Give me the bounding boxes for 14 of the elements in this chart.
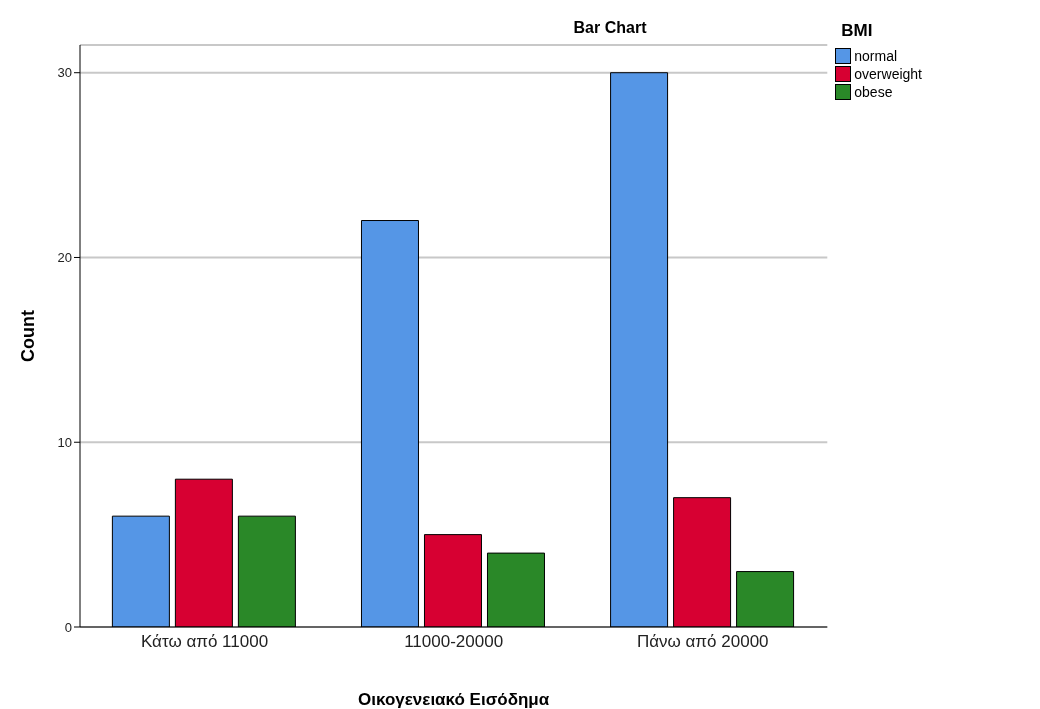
x-axis-title: Οικογενειακό Εισόδημα [358,690,550,709]
legend-label: overweight [854,66,922,82]
legend-title: BMI [841,21,874,41]
chart-title: Bar Chart [573,19,648,36]
legend-label: obese [854,84,893,100]
x-tick-label: Πάνω από 20000 [636,632,769,652]
legend-label: normal [854,48,898,64]
x-tick-label: Κάτω από 11000 [140,632,269,652]
y-tick-label: 30 [57,65,72,81]
y-tick-label: 10 [57,434,72,450]
y-axis-title: Count [18,310,39,362]
x-tick-label: 11000-20000 [404,632,504,652]
y-tick-label: 20 [57,250,72,266]
y-tick-label: 0 [64,619,72,635]
